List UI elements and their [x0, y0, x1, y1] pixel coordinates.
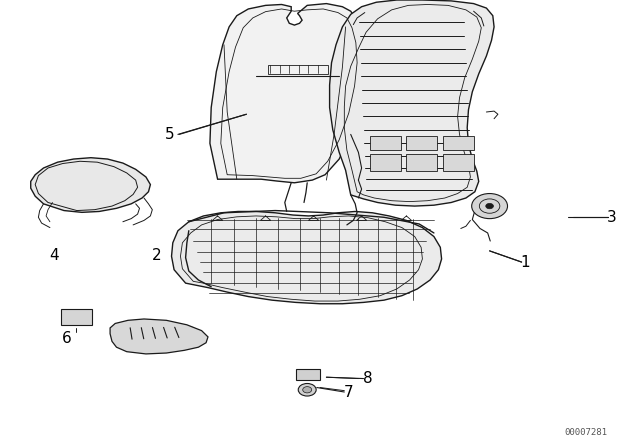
- Polygon shape: [172, 211, 442, 304]
- Text: 7: 7: [344, 384, 354, 400]
- Text: 4: 4: [49, 248, 60, 263]
- Polygon shape: [31, 158, 150, 212]
- Circle shape: [472, 194, 508, 219]
- Text: 5: 5: [164, 127, 175, 142]
- Polygon shape: [370, 154, 401, 171]
- Polygon shape: [61, 309, 92, 325]
- Polygon shape: [406, 154, 437, 171]
- Polygon shape: [443, 136, 474, 150]
- Polygon shape: [370, 136, 401, 150]
- Text: 8: 8: [363, 371, 373, 386]
- Circle shape: [303, 387, 312, 393]
- Text: 6: 6: [62, 331, 72, 346]
- Circle shape: [486, 203, 493, 209]
- Polygon shape: [443, 154, 474, 171]
- Polygon shape: [296, 369, 320, 380]
- Text: 1: 1: [520, 254, 530, 270]
- Polygon shape: [406, 136, 437, 150]
- Text: 3: 3: [606, 210, 616, 225]
- Polygon shape: [210, 4, 366, 183]
- Circle shape: [298, 383, 316, 396]
- Polygon shape: [330, 0, 494, 206]
- Text: 00007281: 00007281: [564, 428, 607, 437]
- Polygon shape: [110, 319, 208, 354]
- Text: 2: 2: [152, 248, 162, 263]
